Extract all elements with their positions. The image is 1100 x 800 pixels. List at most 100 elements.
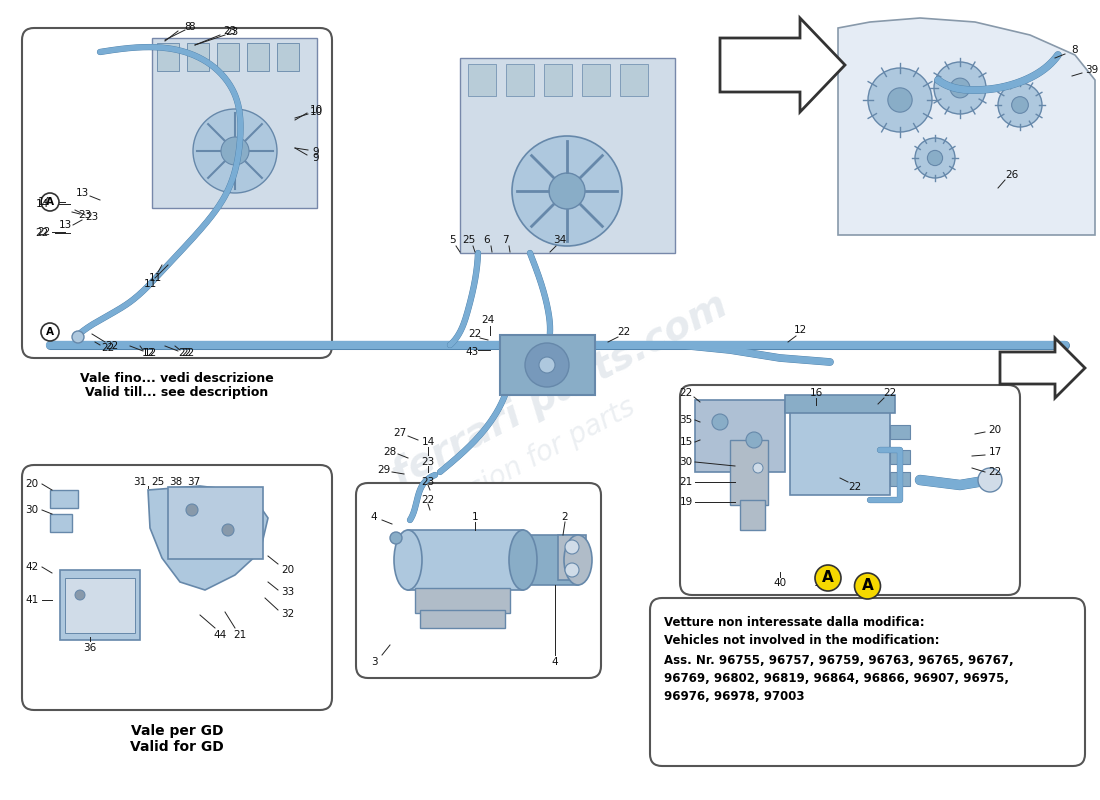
Circle shape: [192, 109, 277, 193]
Text: 23: 23: [86, 212, 99, 222]
Text: A: A: [861, 578, 873, 594]
FancyBboxPatch shape: [650, 598, 1085, 766]
Text: 23: 23: [78, 210, 91, 220]
Text: 5: 5: [449, 235, 455, 245]
Bar: [890, 425, 910, 439]
Text: A: A: [822, 570, 834, 586]
Bar: [420, 610, 505, 628]
Text: 13: 13: [76, 188, 89, 198]
Text: 33: 33: [282, 587, 295, 597]
Text: 36: 36: [84, 643, 97, 653]
Bar: [506, 64, 534, 96]
Circle shape: [565, 563, 579, 577]
Text: 20: 20: [989, 425, 1002, 435]
Circle shape: [888, 88, 912, 112]
Polygon shape: [720, 18, 845, 112]
Text: 26: 26: [1005, 170, 1019, 180]
Circle shape: [1012, 97, 1028, 114]
Bar: [248, 43, 270, 71]
Text: 39: 39: [1086, 65, 1099, 75]
Ellipse shape: [394, 530, 422, 590]
Text: 22: 22: [883, 388, 896, 398]
Text: 18: 18: [813, 578, 826, 588]
Text: Vale per GD: Vale per GD: [131, 724, 223, 738]
Polygon shape: [148, 486, 268, 590]
Circle shape: [41, 193, 59, 211]
Bar: [152, 38, 317, 208]
Text: 22: 22: [37, 227, 51, 237]
Text: 20: 20: [282, 565, 295, 575]
Text: 96769, 96802, 96819, 96864, 96866, 96907, 96975,: 96769, 96802, 96819, 96864, 96866, 96907…: [664, 672, 1009, 685]
Text: 22: 22: [680, 388, 693, 398]
Circle shape: [915, 138, 955, 178]
Text: 17: 17: [989, 447, 1002, 457]
Text: 40: 40: [773, 578, 786, 588]
Polygon shape: [1000, 338, 1085, 398]
Text: Vehicles not involved in the modification:: Vehicles not involved in the modificatio…: [664, 634, 939, 647]
Text: 25: 25: [462, 235, 475, 245]
Text: 22: 22: [35, 228, 48, 238]
Text: 14: 14: [37, 197, 51, 207]
Text: 27: 27: [394, 428, 407, 438]
Text: 15: 15: [680, 437, 693, 447]
Text: Ass. Nr. 96755, 96757, 96759, 96763, 96765, 96767,: Ass. Nr. 96755, 96757, 96759, 96763, 967…: [664, 654, 1013, 667]
Text: Valid for GD: Valid for GD: [130, 740, 224, 754]
Bar: [582, 64, 610, 96]
Text: 20: 20: [25, 479, 39, 489]
Bar: [65, 578, 135, 633]
Bar: [277, 43, 299, 71]
Circle shape: [855, 573, 880, 599]
Text: 31: 31: [133, 477, 146, 487]
Bar: [785, 395, 895, 413]
Text: 42: 42: [25, 562, 39, 572]
Text: 22: 22: [848, 482, 861, 492]
Text: 34: 34: [553, 235, 566, 245]
Bar: [790, 410, 890, 495]
Circle shape: [186, 504, 198, 516]
Text: 44: 44: [213, 630, 227, 640]
Bar: [217, 43, 239, 71]
Text: 24: 24: [482, 315, 495, 325]
Text: 21: 21: [680, 477, 693, 487]
FancyBboxPatch shape: [356, 483, 601, 678]
Text: 25: 25: [152, 477, 165, 487]
Bar: [544, 64, 572, 96]
Bar: [60, 570, 140, 640]
Text: 2: 2: [562, 512, 569, 522]
Text: 8: 8: [1071, 45, 1078, 55]
Text: 32: 32: [282, 609, 295, 619]
Text: 12: 12: [142, 348, 155, 358]
Text: 35: 35: [680, 415, 693, 425]
Bar: [695, 400, 785, 472]
Ellipse shape: [564, 535, 592, 585]
Text: 22: 22: [101, 343, 114, 353]
Bar: [157, 43, 179, 71]
Circle shape: [950, 78, 970, 98]
Text: 10: 10: [309, 105, 322, 115]
Circle shape: [746, 432, 762, 448]
Text: passion for parts: passion for parts: [420, 393, 639, 527]
Text: 19: 19: [680, 497, 693, 507]
Text: Vale fino... vedi descrizione: Vale fino... vedi descrizione: [80, 372, 274, 385]
Text: ferrari parts.com: ferrari parts.com: [386, 286, 734, 494]
Text: 22: 22: [182, 348, 195, 358]
Circle shape: [868, 68, 932, 132]
Text: 22: 22: [178, 348, 191, 358]
Bar: [620, 64, 648, 96]
Circle shape: [525, 343, 569, 387]
Text: 14: 14: [421, 437, 434, 447]
Text: 30: 30: [25, 505, 39, 515]
Bar: [890, 450, 910, 464]
Text: 23: 23: [223, 26, 236, 36]
Bar: [890, 472, 910, 486]
Text: 22: 22: [989, 467, 1002, 477]
Bar: [415, 588, 510, 613]
Text: 30: 30: [680, 457, 693, 467]
Text: 8: 8: [189, 22, 196, 32]
Circle shape: [390, 532, 402, 544]
Circle shape: [927, 150, 943, 166]
Text: A: A: [46, 197, 54, 207]
Circle shape: [221, 137, 249, 165]
Text: 13: 13: [58, 220, 72, 230]
Bar: [460, 58, 675, 253]
